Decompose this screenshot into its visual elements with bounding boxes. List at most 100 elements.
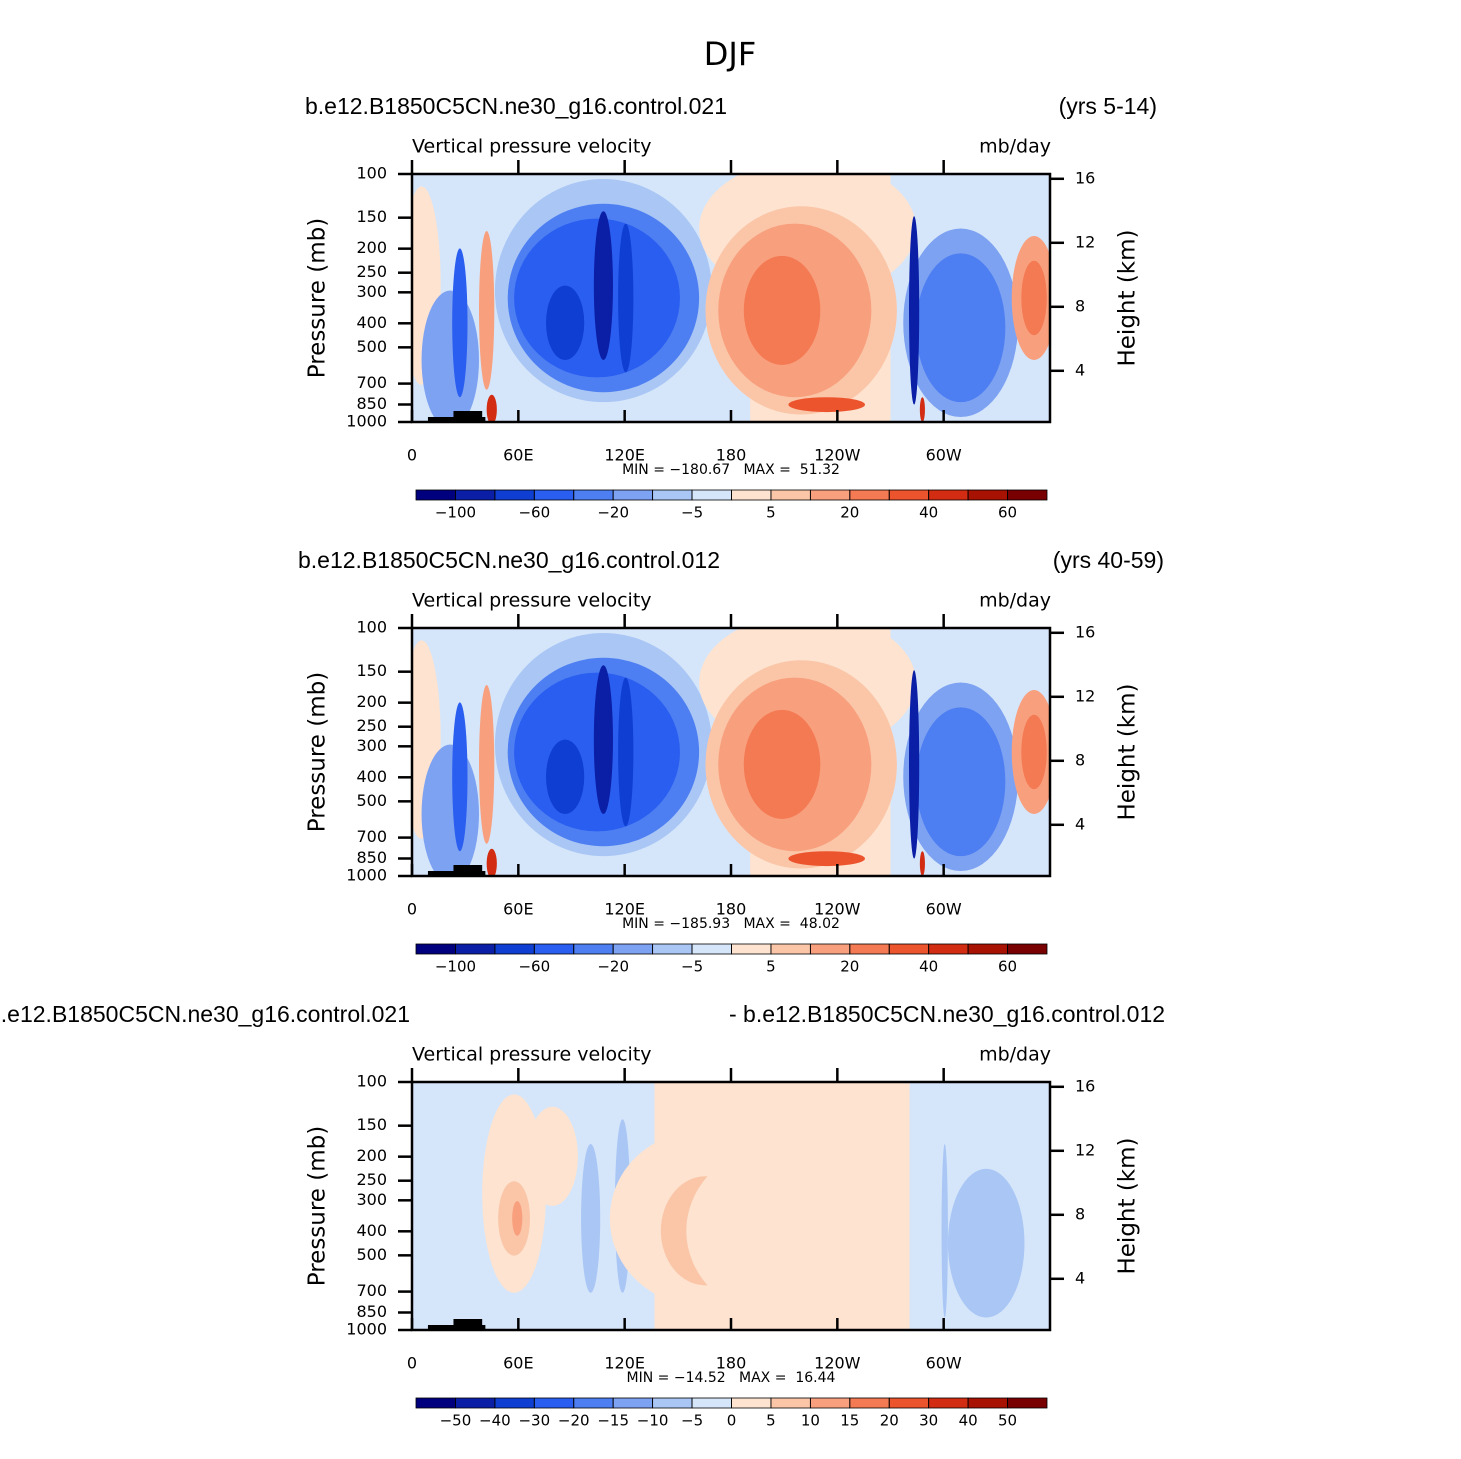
y-tick-label: 700	[356, 373, 387, 392]
x-tick-label: 180	[716, 900, 747, 919]
colorbar-label: −20	[597, 958, 629, 976]
contour-fill	[909, 216, 920, 405]
y-tick-label: 100	[356, 1072, 387, 1091]
y2-tick-label: 4	[1075, 360, 1085, 379]
x-tick-label: 60W	[926, 900, 962, 919]
y-tick-label: 850	[356, 394, 387, 413]
y-tick-label: 1000	[346, 866, 387, 885]
colorbar-box	[888, 1397, 930, 1409]
y2-tick-label: 8	[1075, 1204, 1085, 1223]
colorbar-box	[731, 1397, 772, 1409]
colorbar-box	[652, 1397, 693, 1409]
x-tick-label: 60E	[503, 900, 533, 919]
colorbar-box	[1007, 489, 1048, 501]
colorbar-box	[415, 1397, 456, 1409]
colorbar-box	[533, 1397, 575, 1409]
contour-fill	[686, 1144, 878, 1318]
y2-axis-label: Height (km)	[1115, 229, 1141, 366]
colorbar-box	[809, 1397, 851, 1409]
contour-fill	[909, 670, 920, 859]
colorbar-box	[612, 489, 654, 501]
panel: b.e12.B1850C5CN.ne30_g16.control.021 (yrs…	[305, 93, 1158, 521]
colorbar-label: 30	[919, 1412, 938, 1430]
x-tick-label: 120E	[604, 900, 645, 919]
y-tick-label: 300	[356, 1190, 387, 1209]
stats: MIN = −185.93 MAX = 48.02	[622, 916, 840, 932]
contour-fill	[743, 709, 821, 819]
contour-fill	[526, 1106, 578, 1206]
panel-title-right: (yrs 40-59)	[1053, 547, 1164, 573]
y2-tick-label: 16	[1075, 168, 1095, 187]
colorbar-label: 20	[840, 504, 859, 522]
colorbar-box	[691, 943, 732, 955]
panel: b.e12.B1850C5CN.ne30_g16.control.012 (yrs…	[298, 547, 1164, 975]
y2-tick-label: 4	[1075, 1268, 1085, 1287]
contour-fill	[788, 851, 865, 867]
colorbar-label: 40	[919, 504, 938, 522]
contour-fill	[545, 739, 585, 814]
colorbar-box	[849, 1397, 890, 1409]
colorbar-label: −10	[637, 1412, 669, 1430]
colorbar-label: 50	[998, 1412, 1017, 1430]
colorbar-box	[573, 943, 614, 955]
colorbar-box	[967, 1397, 1008, 1409]
y-tick-label: 400	[356, 313, 387, 332]
y-tick-label: 100	[356, 618, 387, 637]
y2-tick-label: 12	[1075, 1140, 1095, 1159]
y-tick-label: 500	[356, 1245, 387, 1264]
subtitle: Vertical pressure velocity	[412, 1044, 652, 1066]
figure-title: DJF	[704, 35, 756, 73]
colorbar-label: 40	[959, 1412, 978, 1430]
contour-fill	[618, 223, 634, 373]
y2-tick-label: 12	[1075, 232, 1095, 251]
y2-tick-label: 16	[1075, 1076, 1095, 1095]
y2-tick-label: 16	[1075, 622, 1095, 641]
colorbar-box	[809, 943, 851, 955]
colorbar-label: −20	[558, 1412, 590, 1430]
y-tick-label: 400	[356, 767, 387, 786]
y-tick-label: 200	[356, 692, 387, 711]
colorbar-label: −40	[479, 1412, 511, 1430]
colorbar-label: 10	[801, 1412, 820, 1430]
colorbar-box	[770, 943, 811, 955]
y2-tick-label: 4	[1075, 814, 1085, 833]
y-tick-label: 1000	[346, 412, 387, 431]
colorbar-box	[415, 489, 456, 501]
x-tick-label: 0	[407, 446, 417, 465]
panel-title: b.e12.B1850C5CN.ne30_g16.control.021	[305, 93, 727, 119]
colorbar-box	[849, 943, 890, 955]
colorbar-label: −100	[435, 958, 476, 976]
orography	[453, 865, 483, 876]
colorbar-box	[455, 943, 496, 955]
colorbar-label: 5	[766, 504, 776, 522]
colorbar-box	[928, 489, 969, 501]
colorbar-box	[770, 1397, 811, 1409]
y-tick-label: 150	[356, 207, 387, 226]
subtitle: Vertical pressure velocity	[412, 590, 652, 612]
y-tick-label: 500	[356, 337, 387, 356]
colorbar-box	[691, 1397, 732, 1409]
colorbar-label: −30	[518, 1412, 550, 1430]
contour-field	[412, 174, 1050, 422]
colorbar-box	[612, 943, 654, 955]
x-tick-label: 180	[716, 446, 747, 465]
y-tick-label: 300	[356, 282, 387, 301]
colorbar-box	[573, 1397, 614, 1409]
x-tick-label: 120W	[814, 900, 861, 919]
units: mb/day	[979, 1044, 1051, 1066]
colorbar-box	[809, 489, 851, 501]
colorbar-box	[928, 1397, 969, 1409]
y2-tick-label: 12	[1075, 686, 1095, 705]
contour-fill	[512, 1201, 523, 1236]
y-tick-label: 850	[356, 1302, 387, 1321]
colorbar-label: 60	[998, 504, 1017, 522]
colorbar-label: −5	[681, 958, 703, 976]
colorbar-label: 5	[766, 958, 776, 976]
colorbar-box	[573, 489, 614, 501]
y2-axis-label: Height (km)	[1115, 1137, 1141, 1274]
contour-fill	[1021, 260, 1047, 336]
x-tick-label: 60E	[503, 1354, 533, 1373]
subtitle: Vertical pressure velocity	[412, 136, 652, 158]
y-tick-label: 100	[356, 164, 387, 183]
